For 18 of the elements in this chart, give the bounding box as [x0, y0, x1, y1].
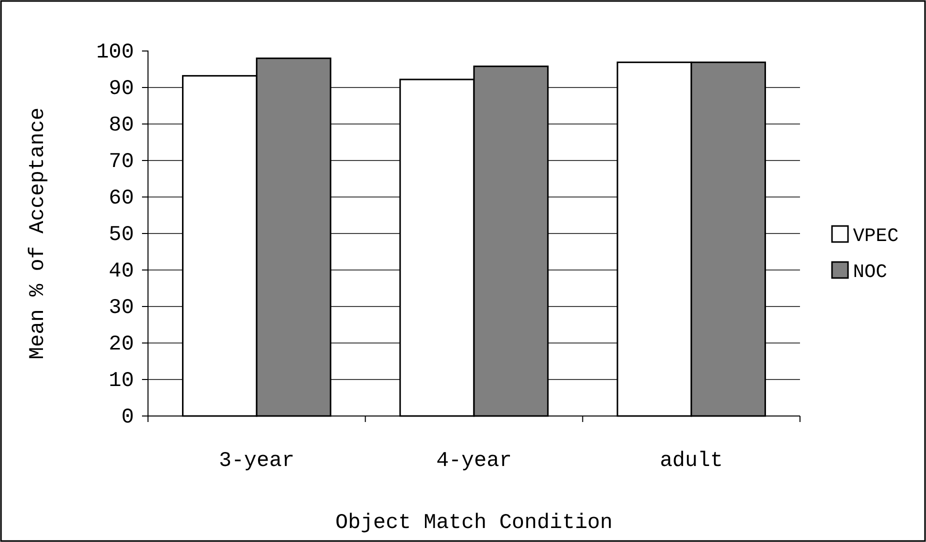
y-axis-title: Mean % of Acceptance [27, 107, 50, 360]
x-tick-label: adult [660, 450, 723, 473]
y-tick-label: 70 [108, 151, 134, 174]
y-tick-label: 100 [96, 42, 134, 65]
x-axis-title: Object Match Condition [335, 512, 613, 535]
y-tick-label: 50 [108, 224, 134, 248]
y-tick-label: 80 [108, 114, 134, 138]
y-tick-label: 40 [108, 260, 134, 284]
y-tick-label: 0 [121, 406, 134, 430]
x-tick-label: 3-year [218, 450, 294, 473]
y-tick-label: 20 [108, 334, 134, 357]
y-tick-label: 30 [108, 297, 134, 320]
y-tick-label: 60 [108, 188, 134, 211]
y-tick-label: 90 [108, 78, 134, 102]
legend-label: VPEC [853, 225, 899, 247]
y-tick-label: 10 [108, 370, 134, 394]
legend-label: NOC [853, 261, 888, 283]
x-tick-label: 4-year [436, 450, 512, 473]
